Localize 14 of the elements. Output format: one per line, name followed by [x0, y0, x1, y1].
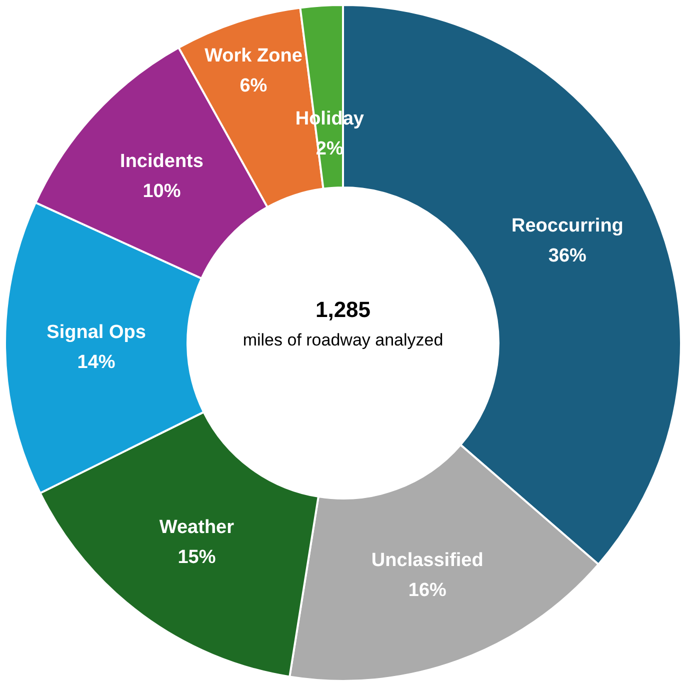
data-label: 36%: [548, 246, 587, 267]
slice-label: Reoccurring: [511, 216, 624, 237]
slice-label: Weather: [159, 516, 235, 538]
slice-label: Unclassified: [371, 550, 484, 572]
data-label: 16%: [408, 580, 447, 602]
text: miles of roadway analyzed: [242, 330, 444, 350]
slice-label: Incidents: [120, 150, 204, 172]
data-label: 10%: [142, 180, 181, 202]
data-label: 14%: [77, 352, 116, 374]
data-label: 15%: [178, 546, 216, 568]
slice-label: Work Zone: [204, 46, 302, 67]
slice-label: Signal Ops: [46, 322, 146, 344]
data-label: 6%: [240, 76, 268, 97]
text: 1,285: [315, 297, 371, 322]
